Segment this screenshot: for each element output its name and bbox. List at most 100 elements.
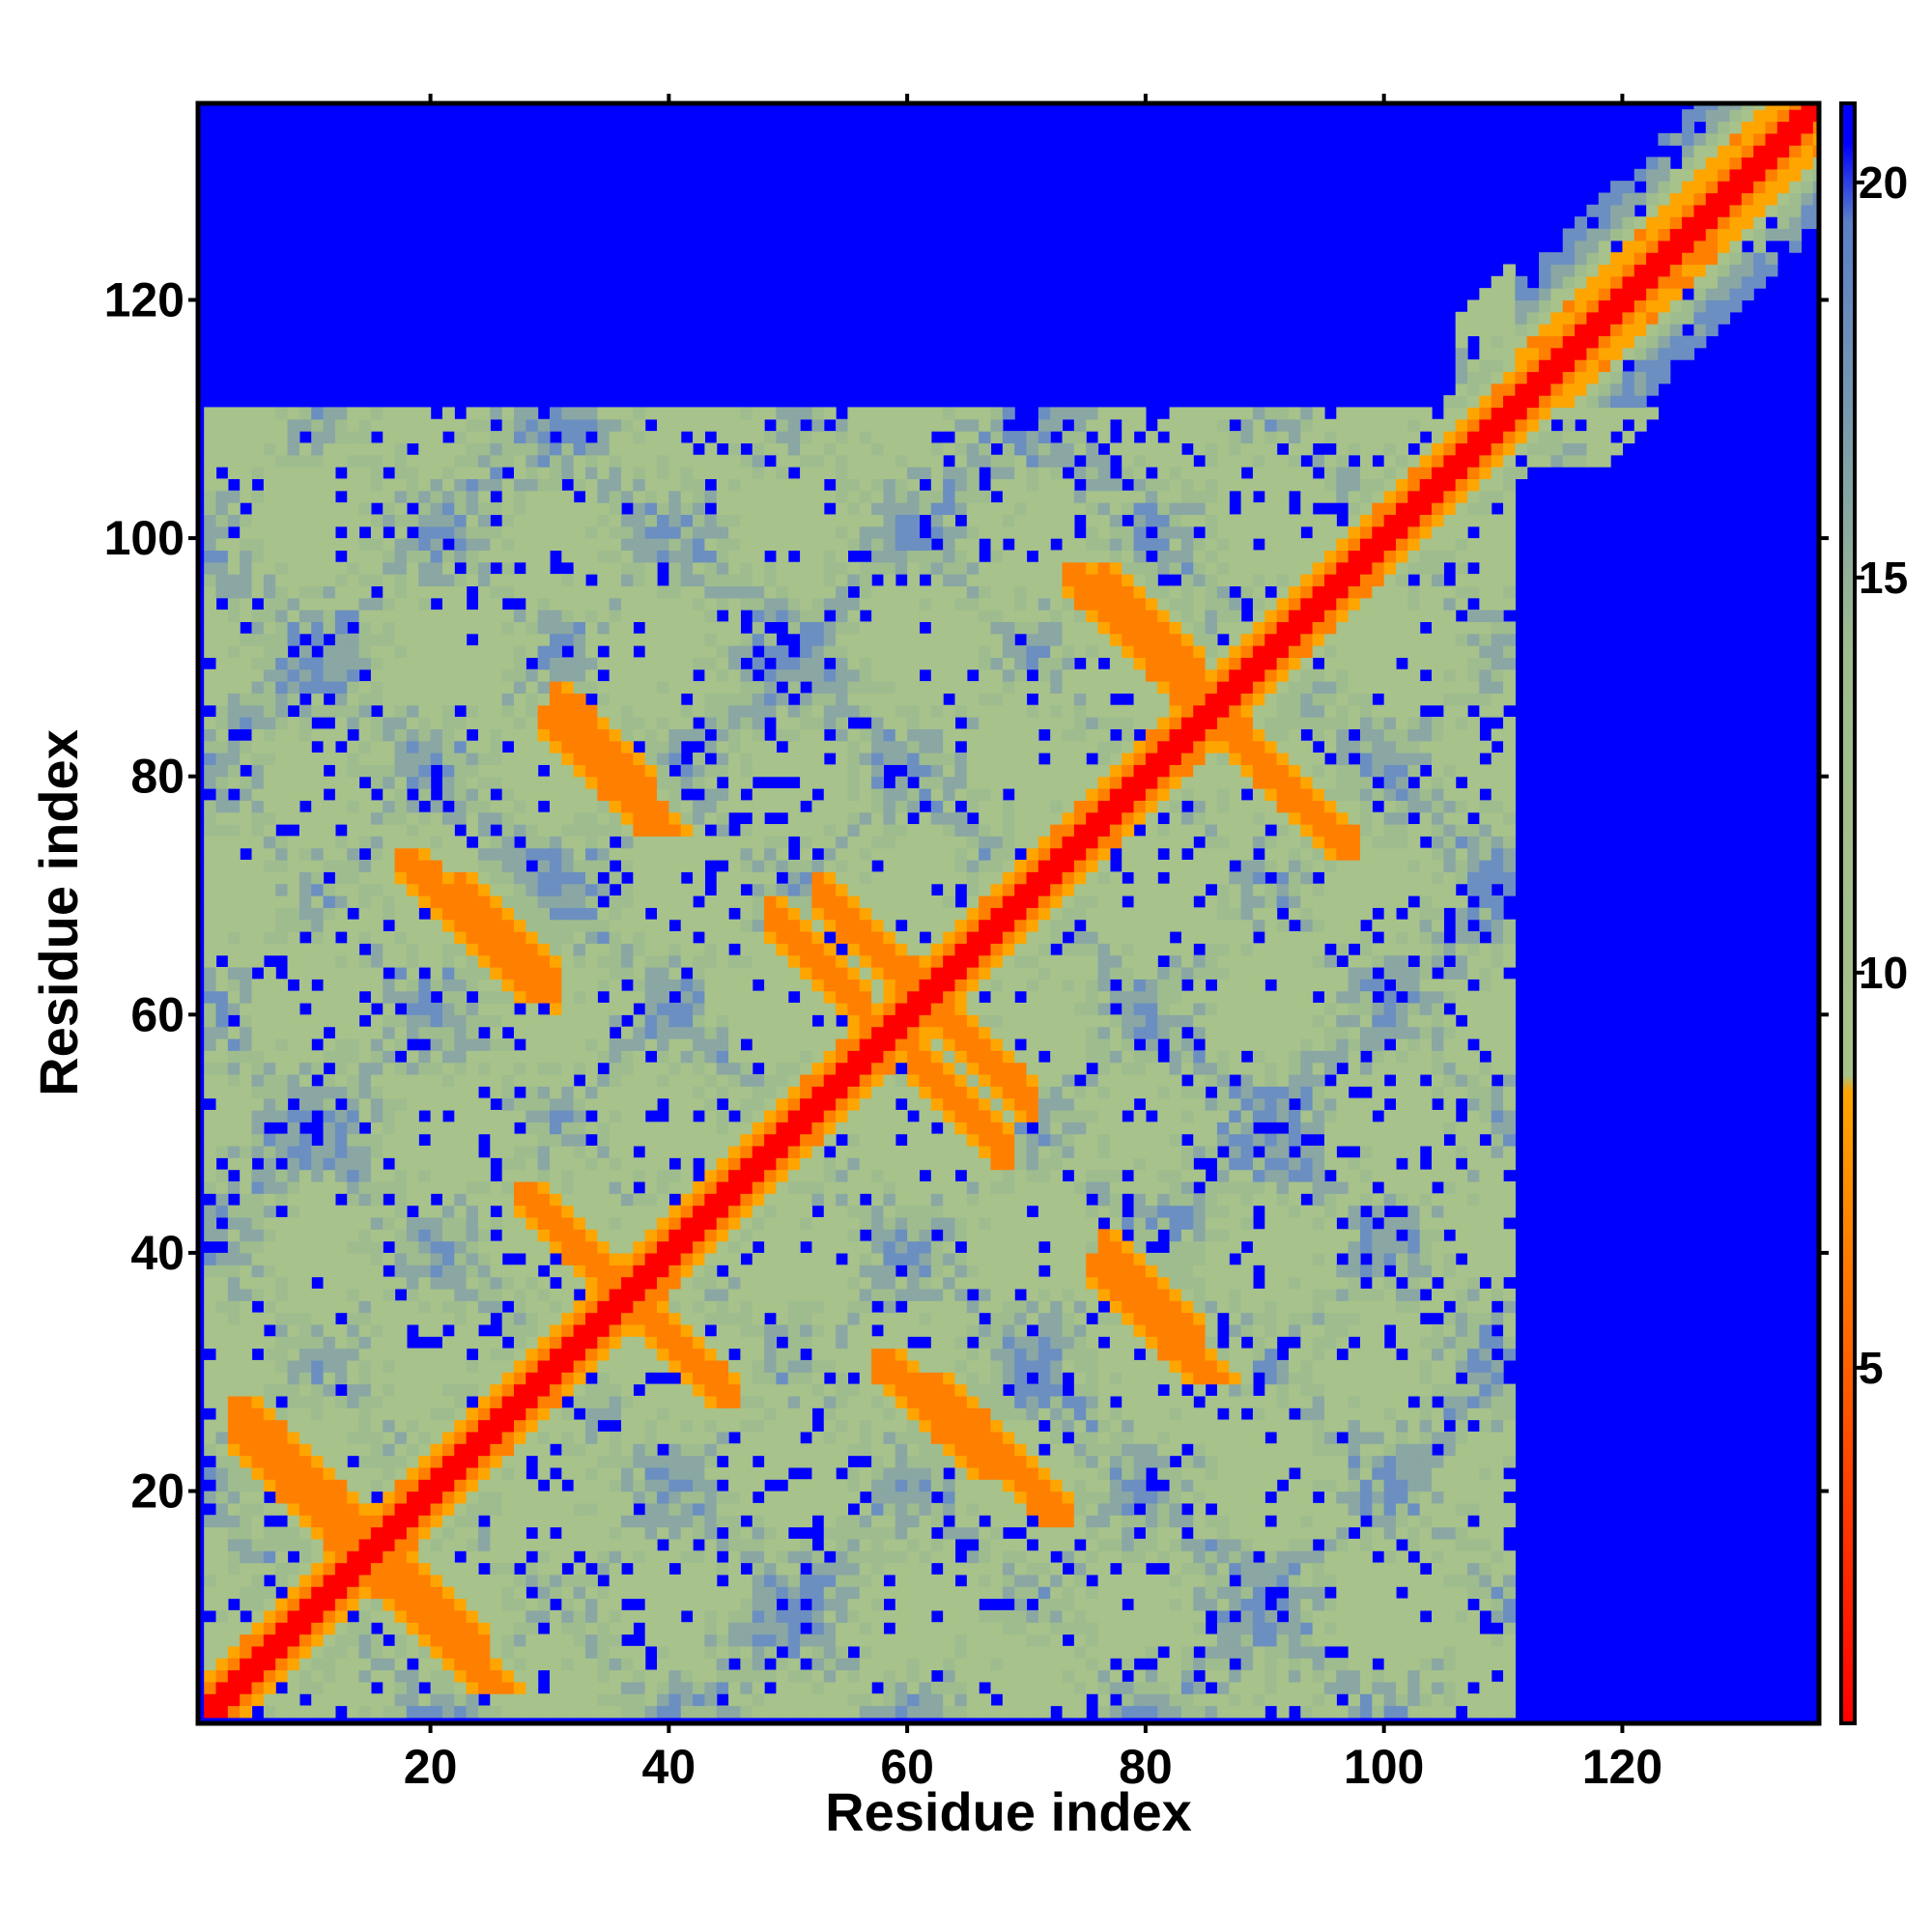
heatmap-cell [298, 574, 312, 586]
heatmap-cell [430, 431, 443, 444]
heatmap-cell [418, 1455, 432, 1468]
heatmap-cell [370, 1431, 384, 1444]
heatmap-cell [275, 1276, 289, 1290]
heatmap-cell [573, 811, 586, 825]
heatmap-cell [454, 1515, 468, 1528]
heatmap-cell [740, 1109, 753, 1122]
heatmap-cell [561, 538, 575, 552]
heatmap-cell [633, 1466, 646, 1480]
heatmap-cell [657, 1634, 669, 1647]
heatmap-cell [490, 1466, 503, 1480]
heatmap-cell [633, 1705, 646, 1719]
heatmap-cell [240, 1180, 253, 1194]
heatmap-cell [513, 490, 526, 503]
heatmap-cell [441, 1372, 455, 1385]
heatmap-cell [704, 1193, 718, 1207]
heatmap-cell [490, 621, 503, 635]
heatmap-cell [597, 1073, 611, 1087]
heatmap-cell [537, 717, 551, 729]
heatmap-cell [383, 621, 396, 635]
heatmap-cell [383, 1538, 396, 1551]
heatmap-cell [227, 693, 241, 706]
heatmap-cell [298, 836, 312, 849]
heatmap-cell [644, 776, 658, 789]
heatmap-cell [240, 860, 253, 872]
heatmap-cell [454, 1300, 468, 1314]
heatmap-cell [477, 907, 491, 921]
heatmap-cell [370, 1229, 384, 1242]
heatmap-cell [298, 895, 312, 908]
heatmap-cell [644, 1252, 658, 1265]
heatmap-cell [334, 1229, 348, 1242]
heatmap-cell [406, 1073, 419, 1087]
heatmap-cell [549, 526, 562, 539]
heatmap-cell [240, 1502, 253, 1516]
heatmap-cell [584, 1491, 598, 1504]
heatmap-cell [561, 1681, 575, 1694]
heatmap-cell [644, 1037, 658, 1051]
heatmap-cell [609, 681, 622, 694]
heatmap-cell [644, 990, 658, 1004]
heatmap-cell [240, 1634, 253, 1647]
heatmap-cell [441, 1122, 455, 1135]
heatmap-cell [394, 931, 408, 944]
heatmap-cell [418, 621, 432, 635]
heatmap-cell [621, 1097, 634, 1111]
heatmap-cell [764, 1491, 778, 1504]
heatmap-cell [680, 538, 694, 552]
heatmap-cell [370, 860, 384, 872]
heatmap-cell [573, 1086, 586, 1099]
heatmap-cell [597, 1323, 611, 1337]
heatmap-cell [597, 1122, 611, 1135]
heatmap-cell [657, 1336, 669, 1350]
heatmap-cell [430, 1122, 443, 1135]
heatmap-cell [561, 704, 575, 718]
heatmap-cell [597, 1645, 611, 1659]
heatmap-cell [668, 1515, 682, 1528]
heatmap-cell [764, 597, 778, 611]
heatmap-cell [251, 836, 265, 849]
heatmap-cell [716, 1419, 729, 1433]
heatmap-cell [227, 1526, 241, 1540]
heatmap-cell [668, 788, 682, 801]
heatmap-cell [430, 1550, 443, 1564]
heatmap-cell [430, 907, 443, 921]
heatmap-cell [418, 1515, 432, 1528]
heatmap-cell [298, 704, 312, 718]
heatmap-cell [657, 657, 669, 670]
heatmap-cell [251, 407, 265, 420]
heatmap-cell [454, 1216, 468, 1230]
heatmap-cell [549, 1669, 562, 1683]
heatmap-cell [513, 431, 526, 444]
heatmap-cell [764, 1443, 778, 1457]
heatmap-cell [477, 442, 491, 456]
heatmap-cell [526, 1026, 539, 1039]
heatmap-cell [430, 800, 443, 813]
heatmap-cell [764, 966, 778, 980]
heatmap-cell [263, 883, 276, 896]
heatmap-cell [573, 1264, 586, 1278]
heatmap-cell [644, 966, 658, 980]
heatmap-cell [430, 1491, 443, 1504]
heatmap-cell [347, 919, 360, 932]
heatmap-cell [513, 860, 526, 872]
heatmap-cell [501, 1645, 515, 1659]
heatmap-cell [537, 597, 551, 611]
heatmap-cell [549, 990, 562, 1004]
heatmap-cell [204, 883, 217, 896]
heatmap-cell [764, 1622, 778, 1635]
heatmap-cell [406, 966, 419, 980]
heatmap-cell [584, 478, 598, 492]
heatmap-cell [752, 1574, 765, 1587]
heatmap-cell [215, 1002, 229, 1015]
heatmap-cell [644, 514, 658, 527]
heatmap-cell [370, 1240, 384, 1254]
heatmap-cell [657, 1157, 669, 1171]
heatmap-cell [740, 561, 753, 575]
heatmap-cell [370, 1550, 384, 1564]
heatmap-cell [584, 1276, 598, 1290]
heatmap-cell [204, 1145, 217, 1158]
heatmap-cell [430, 1240, 443, 1254]
heatmap-cell [490, 597, 503, 611]
heatmap-cell [441, 1062, 455, 1075]
